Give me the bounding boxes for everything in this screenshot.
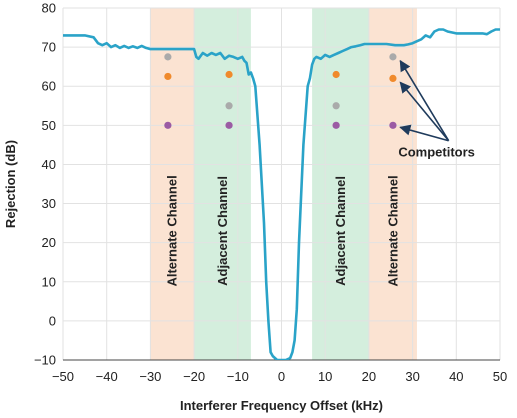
band-label-0: Alternate Channel <box>165 175 180 286</box>
x-tick-label: 40 <box>449 369 463 384</box>
competitor-marker <box>332 121 340 129</box>
competitor-markers <box>164 53 397 129</box>
band-label-1: Adjacent Channel <box>215 176 230 286</box>
competitor-marker <box>225 70 233 79</box>
competitor-marker <box>164 53 172 61</box>
x-tick-label: 10 <box>318 369 332 384</box>
y-tick-label: 40 <box>42 157 56 172</box>
series-line-0 <box>63 28 500 360</box>
x-tick-label: −50 <box>52 369 74 384</box>
y-tick-label: 10 <box>42 274 56 289</box>
x-axis-label: Interferer Frequency Offset (kHz) <box>180 398 383 413</box>
x-tick-label: 50 <box>493 369 507 384</box>
band-2 <box>312 8 369 360</box>
band-label-2: Adjacent Channel <box>333 176 348 286</box>
competitor-marker <box>164 72 172 81</box>
annotation-arrow-2 <box>399 124 449 142</box>
competitors-label: Competitors <box>398 145 475 160</box>
channel-bands <box>150 8 417 360</box>
competitor-marker <box>389 53 397 61</box>
x-tick-label: −40 <box>96 369 118 384</box>
competitor-marker <box>164 121 172 129</box>
axis-ticks: −50 −40 −30 −20 −10 0 10 20 30 40 50 −10 0 10 20 30 40 50… <box>34 1 507 385</box>
x-tick-label: −10 <box>227 369 249 384</box>
y-tick-label: 0 <box>49 313 56 328</box>
band-1 <box>194 8 251 360</box>
band-label-3: Alternate Channel <box>385 175 400 286</box>
competitor-marker <box>225 102 233 110</box>
rejection-curve <box>63 28 500 360</box>
x-tick-label: −20 <box>183 369 205 384</box>
competitor-marker <box>332 70 340 79</box>
y-tick-label: −10 <box>34 353 56 368</box>
x-tick-label: 0 <box>278 369 285 384</box>
competitor-marker <box>332 102 340 110</box>
competitor-marker <box>389 74 397 82</box>
y-tick-label: 70 <box>42 40 56 55</box>
competitors-annotation: Competitors <box>398 59 475 160</box>
y-tick-label: 60 <box>42 79 56 94</box>
y-tick-label: 30 <box>42 196 56 211</box>
band-0 <box>150 8 195 360</box>
y-tick-label: 80 <box>42 1 56 16</box>
channel-band-labels: Alternate Channel Adjacent Channel Adjacen… <box>165 175 401 286</box>
annotation-arrow-1 <box>399 81 450 142</box>
y-axis-label: Rejection (dB) <box>3 140 18 228</box>
x-tick-label: 30 <box>405 369 419 384</box>
x-tick-label: −30 <box>139 369 161 384</box>
grid <box>62 7 501 361</box>
y-tick-label: 50 <box>42 118 56 133</box>
competitor-marker <box>389 121 397 129</box>
annotation-arrow-0 <box>399 59 450 142</box>
competitor-marker <box>225 121 233 129</box>
y-tick-label: 20 <box>42 235 56 250</box>
x-tick-label: 20 <box>362 369 376 384</box>
